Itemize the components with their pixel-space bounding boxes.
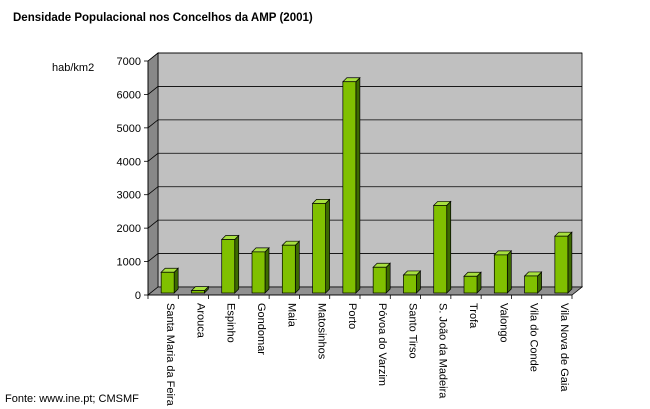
- plot-background: [146, 52, 584, 296]
- x-tick-label: Trofa: [467, 303, 479, 329]
- x-tick-label: S. João da Madeira: [437, 303, 449, 399]
- bar: [312, 203, 326, 294]
- x-tick-label: Vila do Conde: [528, 303, 540, 372]
- bar: [281, 244, 296, 294]
- bar: [403, 274, 417, 294]
- source-note: Fonte: www.ine.pt; CMSMF: [5, 393, 139, 405]
- y-tick-label: 3000: [117, 190, 141, 202]
- y-tick-labels: 0 1000 2000 3000 4000 5000 6000 7000: [117, 56, 149, 302]
- bar-side: [385, 262, 391, 294]
- bar: [160, 271, 175, 294]
- bar-side: [355, 76, 361, 294]
- x-tick-label: Póvoa do Varzim: [376, 303, 388, 386]
- bar-side: [234, 234, 240, 294]
- x-tick-label: Valongo: [497, 303, 509, 343]
- bar-side: [264, 247, 270, 294]
- x-tick-label: Vila Nova de Gaia: [558, 303, 570, 392]
- bar-side: [506, 250, 512, 294]
- y-tick-label: 4000: [117, 156, 141, 168]
- y-tick-label: 2000: [117, 223, 141, 235]
- x-tick-label: Arouca: [194, 303, 206, 339]
- x-tick-label: Gondomar: [255, 303, 267, 355]
- x-tick-label: Porto: [346, 303, 358, 329]
- y-tick-label: 6000: [117, 89, 141, 101]
- bars: [160, 76, 573, 294]
- y-axis-unit-label: hab/km2: [52, 62, 95, 74]
- bar: [524, 275, 538, 294]
- bar: [554, 235, 569, 294]
- x-tick-labels: Santa Maria da Feira Arouca Espinho Gondoma…: [147, 294, 573, 407]
- bar: [493, 254, 508, 294]
- x-tick-label: Santo Tirso: [406, 303, 418, 359]
- bar-side: [567, 231, 573, 294]
- bar-side: [446, 200, 452, 294]
- gridline: [147, 119, 582, 129]
- bar-side: [294, 240, 300, 294]
- gridline: [147, 52, 582, 62]
- bar: [342, 81, 357, 294]
- y-tick-label: 5000: [117, 123, 141, 135]
- bar: [433, 205, 448, 294]
- plot-side-wall: [147, 52, 159, 296]
- y-tick-label: 1000: [117, 257, 141, 269]
- bar: [463, 275, 478, 294]
- bar-side: [325, 198, 330, 294]
- y-tick-label: 0: [135, 290, 141, 302]
- x-tick-label: Matosinhos: [316, 303, 328, 360]
- bar: [221, 239, 236, 294]
- x-tick-label: Maia: [285, 303, 297, 328]
- bar: [251, 251, 266, 294]
- bar: [372, 266, 387, 294]
- plot-floor: [146, 286, 584, 296]
- y-tick-label: 7000: [117, 56, 141, 68]
- x-tick-label: Espinho: [225, 303, 237, 343]
- bar: [191, 290, 205, 294]
- gridline: [147, 186, 582, 196]
- gridline: [147, 152, 582, 162]
- chart-title: Densidade Populacional nos Concelhos da …: [13, 12, 313, 24]
- gridline: [147, 86, 582, 95]
- x-tick-label: Santa Maria da Feira: [164, 303, 176, 407]
